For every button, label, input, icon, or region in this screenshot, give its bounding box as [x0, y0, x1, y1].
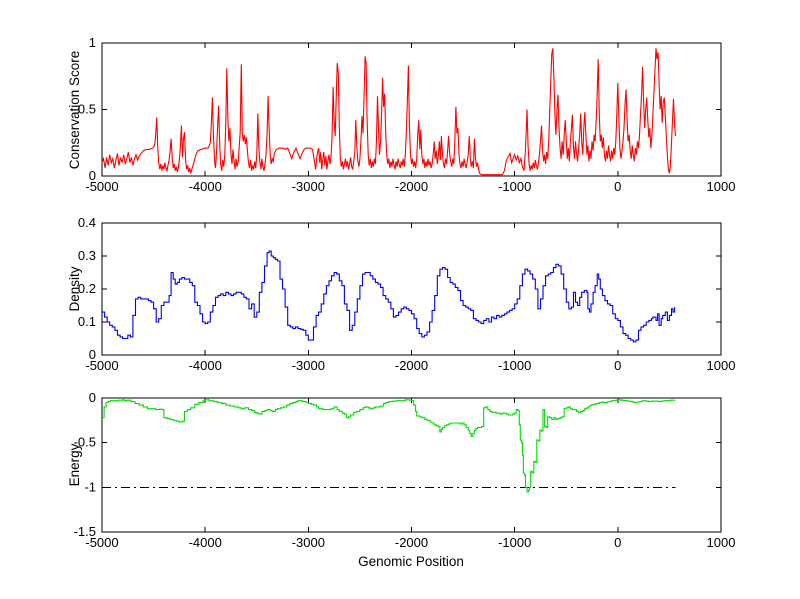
axes-box — [101, 397, 722, 533]
x-tick-label: 0 — [614, 179, 621, 194]
x-tick-label: -5000 — [85, 535, 118, 550]
conservation-score-series-line — [101, 48, 677, 176]
x-tick-label: -1000 — [498, 179, 531, 194]
energy-series-line — [102, 399, 676, 493]
x-tick-label: 1000 — [707, 179, 736, 194]
y-axis-label-density: Density — [67, 266, 82, 311]
x-tick-label: 0 — [614, 535, 621, 550]
y-tick-label: 0.2 — [78, 281, 96, 296]
y-tick-label: 0.4 — [78, 215, 96, 230]
x-tick-label: 1000 — [707, 535, 736, 550]
y-axis-label-energy: Energy — [67, 443, 82, 486]
density-series-line — [102, 250, 676, 343]
subplot-density: -5000 -4000 -3000 -2000 -1000 0 1000 0 0.1 0.2 0.3… — [78, 215, 736, 373]
x-tick-label: -4000 — [189, 535, 222, 550]
axes-box — [101, 42, 722, 177]
x-tick-label: -3000 — [292, 535, 325, 550]
x-tick-label: -1000 — [498, 358, 531, 373]
x-tick-label: -5000 — [85, 358, 118, 373]
y-tick-label: -1.5 — [74, 524, 96, 539]
subplot-conservation: -5000 -4000 -3000 -2000 -1000 0 1000 0 0.5 1 — [78, 35, 736, 194]
x-tick-label: -2000 — [395, 535, 428, 550]
y-tick-label: 1 — [89, 35, 96, 50]
y-tick-label: -0.5 — [74, 435, 96, 450]
y-tick-label: 0.5 — [78, 102, 96, 117]
x-tick-label: -5000 — [85, 179, 118, 194]
x-tick-label: -4000 — [189, 179, 222, 194]
y-axis-label-conservation-score: Conservation Score — [67, 51, 82, 170]
x-tick-label: -3000 — [292, 358, 325, 373]
y-tick-label: 0.1 — [78, 314, 96, 329]
x-tick-label: -2000 — [395, 179, 428, 194]
x-tick-label: -2000 — [395, 358, 428, 373]
x-tick-label: -1000 — [498, 535, 531, 550]
x-tick-label: 0 — [614, 358, 621, 373]
y-tick-label: 0 — [89, 168, 96, 183]
subplot-energy: -5000 -4000 -3000 -2000 -1000 0 1000 -1.5 -1 -0.5… — [74, 390, 736, 550]
x-axis-label: Genomic Position — [358, 554, 464, 569]
x-tick-label: 1000 — [707, 358, 736, 373]
y-tick-label: -1 — [84, 479, 96, 494]
x-tick-label: -3000 — [292, 179, 325, 194]
y-tick-label: 0 — [89, 390, 96, 405]
y-tick-label: 0 — [89, 347, 96, 362]
x-tick-label: -4000 — [189, 358, 222, 373]
subplot-panels: -5000 -4000 -3000 -2000 -1000 0 100000.51-5000… — [74, 35, 736, 550]
y-tick-label: 0.3 — [78, 248, 96, 263]
